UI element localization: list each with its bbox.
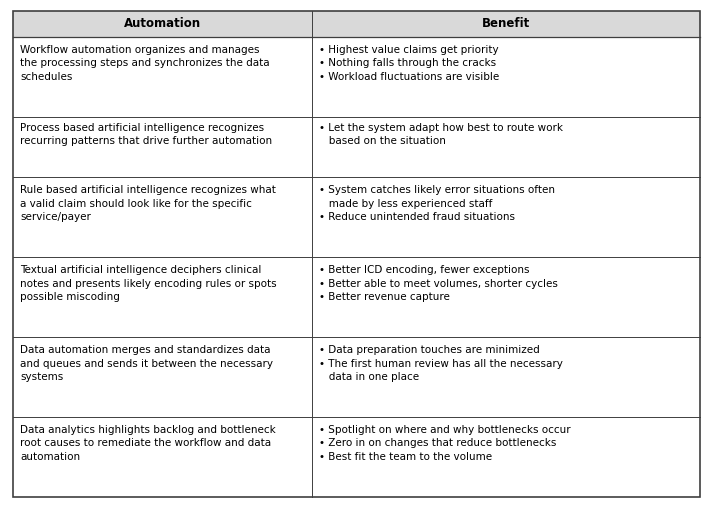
Text: Data analytics highlights backlog and bottleneck
root causes to remediate the wo: Data analytics highlights backlog and bo… — [20, 425, 276, 462]
Text: • Spotlight on where and why bottlenecks occur
• Zero in on changes that reduce : • Spotlight on where and why bottlenecks… — [319, 425, 570, 462]
Bar — [13, 177, 700, 257]
Text: • Highest value claims get priority
• Nothing falls through the cracks
• Workloa: • Highest value claims get priority • No… — [319, 45, 499, 82]
Text: • Better ICD encoding, fewer exceptions
• Better able to meet volumes, shorter c: • Better ICD encoding, fewer exceptions … — [319, 265, 558, 302]
Text: Automation: Automation — [124, 17, 201, 30]
Bar — [13, 11, 700, 37]
Bar — [13, 116, 700, 177]
Bar — [13, 257, 700, 337]
Text: Process based artificial intelligence recognizes
recurring patterns that drive f: Process based artificial intelligence re… — [20, 122, 272, 146]
Text: Workflow automation organizes and manages
the processing steps and synchronizes : Workflow automation organizes and manage… — [20, 45, 270, 82]
Text: Data automation merges and standardizes data
and queues and sends it between the: Data automation merges and standardizes … — [20, 345, 273, 382]
Text: • Let the system adapt how best to route work
   based on the situation: • Let the system adapt how best to route… — [319, 122, 563, 146]
Text: • System catches likely error situations often
   made by less experienced staff: • System catches likely error situations… — [319, 185, 555, 222]
Text: Benefit: Benefit — [482, 17, 530, 30]
Bar — [13, 37, 700, 116]
Text: • Data preparation touches are minimized
• The first human review has all the ne: • Data preparation touches are minimized… — [319, 345, 563, 382]
Text: Textual artificial intelligence deciphers clinical
notes and presents likely enc: Textual artificial intelligence decipher… — [20, 265, 277, 302]
Bar — [13, 337, 700, 417]
Text: Rule based artificial intelligence recognizes what
a valid claim should look lik: Rule based artificial intelligence recog… — [20, 185, 276, 222]
Bar — [13, 417, 700, 497]
